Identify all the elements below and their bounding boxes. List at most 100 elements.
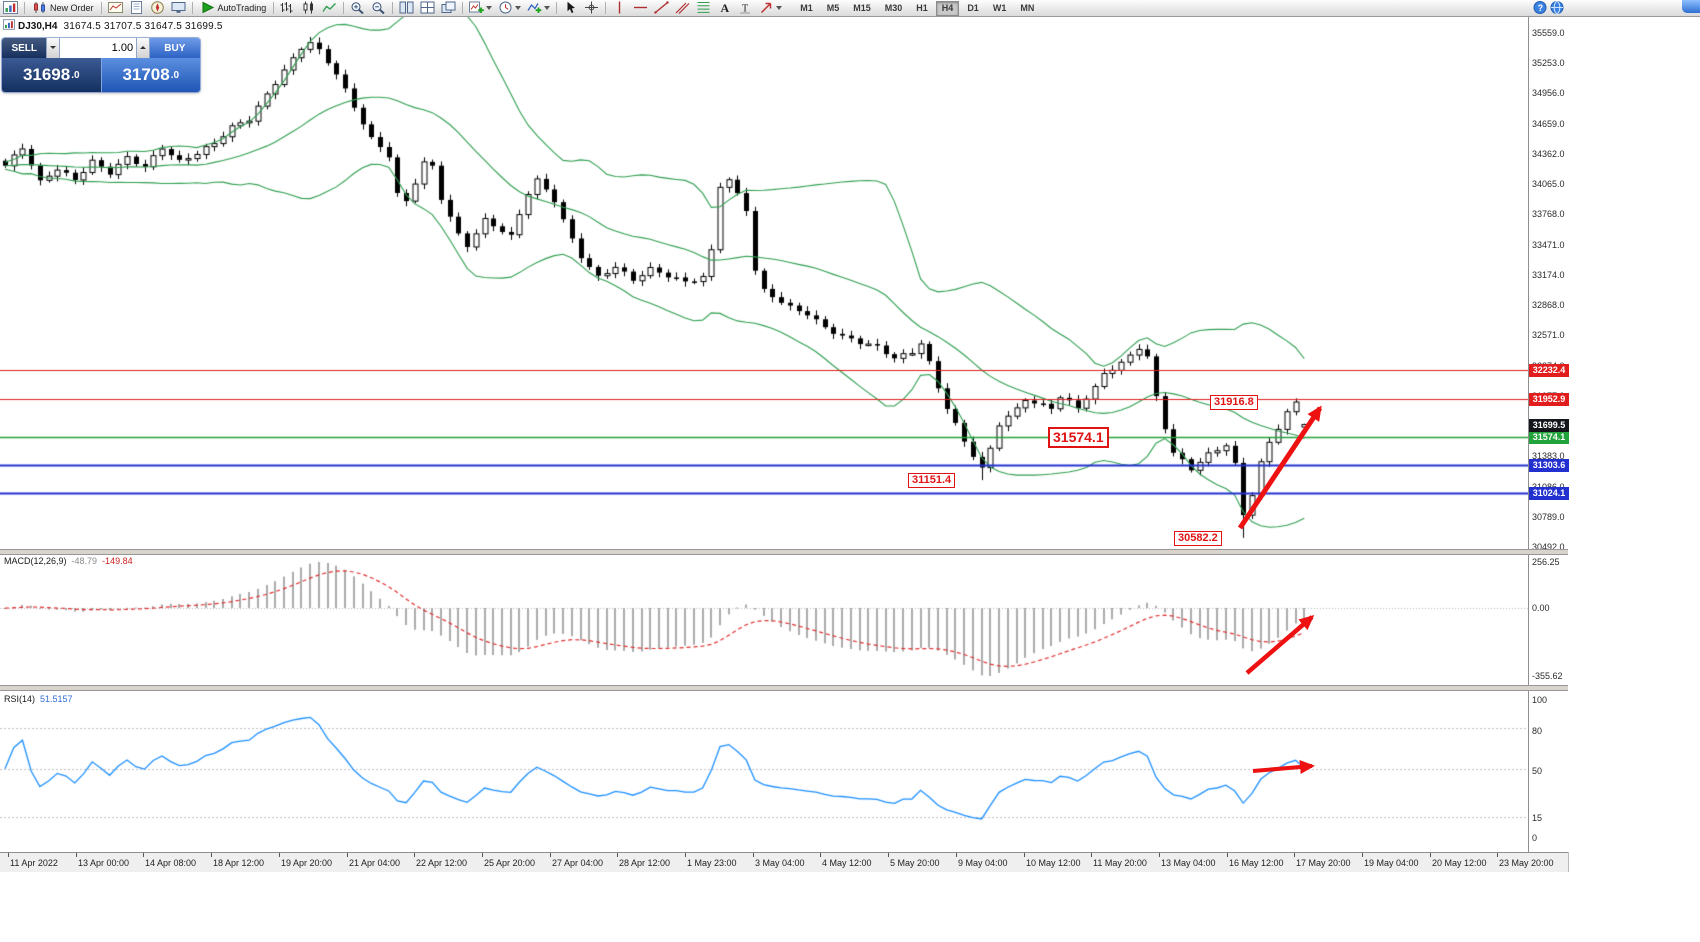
- price-annotation[interactable]: 31574.1: [1048, 427, 1109, 448]
- buy-button[interactable]: BUY: [149, 38, 200, 58]
- price-axis-label: 35253.0: [1532, 58, 1565, 68]
- panel-separator[interactable]: [0, 685, 1568, 691]
- price-axis-label: 34065.0: [1532, 179, 1565, 189]
- fibonacci-icon[interactable]: [693, 1, 714, 16]
- rsi-canvas[interactable]: [0, 691, 1528, 852]
- zoom-out-icon[interactable]: [368, 1, 389, 16]
- price-level-marker: 31952.9: [1529, 393, 1569, 406]
- tile-windows-icon[interactable]: [438, 1, 459, 16]
- macd-axis-label: -355.62: [1532, 671, 1563, 681]
- indicators-icon[interactable]: [524, 1, 553, 16]
- new-order-button[interactable]: New Order: [28, 1, 98, 16]
- toolbar-right-icons: ?: [1533, 1, 1564, 16]
- terminal-icon[interactable]: [168, 1, 189, 16]
- new-chart-icon[interactable]: [466, 1, 495, 16]
- main-chart-canvas[interactable]: [0, 16, 1528, 549]
- sell-price[interactable]: 31698.0: [2, 58, 101, 92]
- text-icon[interactable]: A: [714, 1, 735, 16]
- vertical-line-icon[interactable]: [609, 1, 630, 16]
- toolbar-separator: [273, 2, 275, 14]
- zoom-in-icon[interactable]: [347, 1, 368, 16]
- volume-decrease-button[interactable]: [46, 38, 61, 58]
- new-chart-icon-glyph: [469, 1, 485, 16]
- time-tick: [414, 853, 415, 857]
- svg-text:T: T: [742, 3, 748, 14]
- line-chart-icon[interactable]: [319, 1, 340, 16]
- candlestick-chart-icon[interactable]: [298, 1, 319, 16]
- trendline-icon[interactable]: [651, 0, 672, 16]
- timeframe-h1-button[interactable]: H1: [916, 2, 928, 13]
- auto-arrange-icon[interactable]: [396, 1, 417, 16]
- arrows-icon[interactable]: [756, 1, 785, 16]
- dropdown-caret-icon[interactable]: [486, 6, 493, 10]
- timeframe-m15-button[interactable]: M15: [853, 2, 871, 13]
- panel-separator[interactable]: [0, 549, 1568, 555]
- chart-mini-icon: [2, 19, 15, 33]
- price-axis[interactable]: 35559.0 35253.0 34956.0 34659.0 34362.0 34065…: [1528, 16, 1569, 852]
- macd-value: -48.79: [71, 556, 98, 566]
- cursor-icon-glyph: [563, 1, 578, 16]
- horizontal-line-icon[interactable]: [630, 1, 651, 16]
- bar-chart-icon[interactable]: [277, 1, 298, 16]
- cursor-icon[interactable]: [560, 1, 581, 16]
- sell-button[interactable]: SELL: [2, 38, 47, 58]
- toolbar-separator: [392, 2, 394, 14]
- rsi-name: RSI(14): [4, 694, 36, 704]
- price-level-marker: 31574.1: [1529, 431, 1569, 444]
- period-icon-glyph: [498, 1, 513, 16]
- grid-icon[interactable]: [417, 1, 438, 16]
- price-annotation[interactable]: 31916.8: [1210, 395, 1258, 410]
- macd-canvas[interactable]: [0, 555, 1528, 685]
- time-axis-label: 10 May 12:00: [1026, 858, 1081, 868]
- price-annotation[interactable]: 31151.4: [908, 473, 956, 488]
- timeframe-m5-button[interactable]: M5: [826, 2, 840, 13]
- data-window-icon[interactable]: [126, 0, 147, 16]
- dropdown-caret-icon[interactable]: [515, 6, 522, 10]
- time-axis-label: 4 May 12:00: [822, 858, 872, 868]
- price-axis-label: 33768.0: [1532, 209, 1565, 219]
- help-icon[interactable]: ?: [1533, 1, 1547, 16]
- time-axis-label: 21 Apr 04:00: [349, 858, 401, 868]
- crosshair-icon[interactable]: [581, 1, 602, 16]
- time-axis[interactable]: 11 Apr 2022 13 Apr 00:00 14 Apr 08:00 18 Ap…: [0, 852, 1568, 872]
- timeframe-m30-button[interactable]: M30: [884, 2, 903, 13]
- time-tick: [482, 853, 483, 857]
- community-icon[interactable]: [1550, 1, 1564, 16]
- autotrading-button-label: AutoTrading: [217, 3, 267, 13]
- navigator-icon-glyph: [150, 0, 165, 16]
- chart-window: DJ30,H4 31674.5 31707.5 31647.5 31699.5 …: [0, 16, 1569, 872]
- price-axis-label: 34659.0: [1532, 119, 1565, 129]
- volume-increase-button[interactable]: [136, 38, 150, 58]
- timeframe-m1-button[interactable]: M1: [800, 2, 813, 13]
- period-icon[interactable]: [495, 1, 524, 16]
- timeframe-w1-button[interactable]: W1: [992, 2, 1007, 13]
- grid-icon-glyph: [420, 1, 435, 16]
- timeframe-d1-button[interactable]: D1: [967, 2, 979, 13]
- dropdown-caret-icon[interactable]: [544, 6, 551, 10]
- timeframe-h4-button[interactable]: H4: [935, 0, 960, 16]
- time-tick: [550, 853, 551, 857]
- label-icon[interactable]: T: [735, 1, 756, 16]
- time-tick: [888, 853, 889, 857]
- time-tick: [279, 853, 280, 857]
- volume-input[interactable]: [60, 38, 137, 58]
- buy-price[interactable]: 31708.0: [100, 58, 200, 92]
- time-axis-label: 20 May 12:00: [1432, 858, 1487, 868]
- rsi-axis-label: 50: [1532, 766, 1543, 776]
- market-watch-icon[interactable]: [105, 1, 126, 16]
- macd-axis-label: 256.25: [1532, 557, 1560, 567]
- dropdown-caret-icon[interactable]: [776, 6, 783, 10]
- equidistant-channel-icon[interactable]: [672, 1, 693, 16]
- autotrading-button[interactable]: AutoTrading: [196, 1, 271, 16]
- price-annotation[interactable]: 30582.2: [1174, 531, 1222, 546]
- time-tick: [1159, 853, 1160, 857]
- time-axis-label: 14 Apr 08:00: [145, 858, 197, 868]
- time-tick: [1362, 853, 1363, 857]
- time-tick: [211, 853, 212, 857]
- timeframe-mn-button[interactable]: MN: [1020, 2, 1035, 13]
- app-window-icon[interactable]: [0, 0, 21, 16]
- navigator-icon[interactable]: [147, 0, 168, 16]
- time-axis-label: 27 Apr 04:00: [552, 858, 604, 868]
- time-tick: [347, 853, 348, 857]
- macd-axis-label: 0.00: [1532, 603, 1550, 613]
